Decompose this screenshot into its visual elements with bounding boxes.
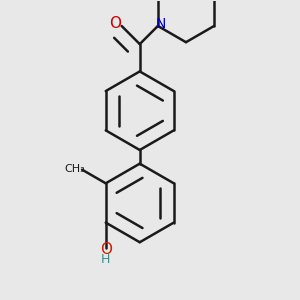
Text: O: O [110, 16, 122, 31]
Text: CH₃: CH₃ [64, 164, 85, 174]
Text: H: H [101, 253, 110, 266]
Text: O: O [100, 242, 112, 257]
Text: N: N [156, 17, 166, 31]
